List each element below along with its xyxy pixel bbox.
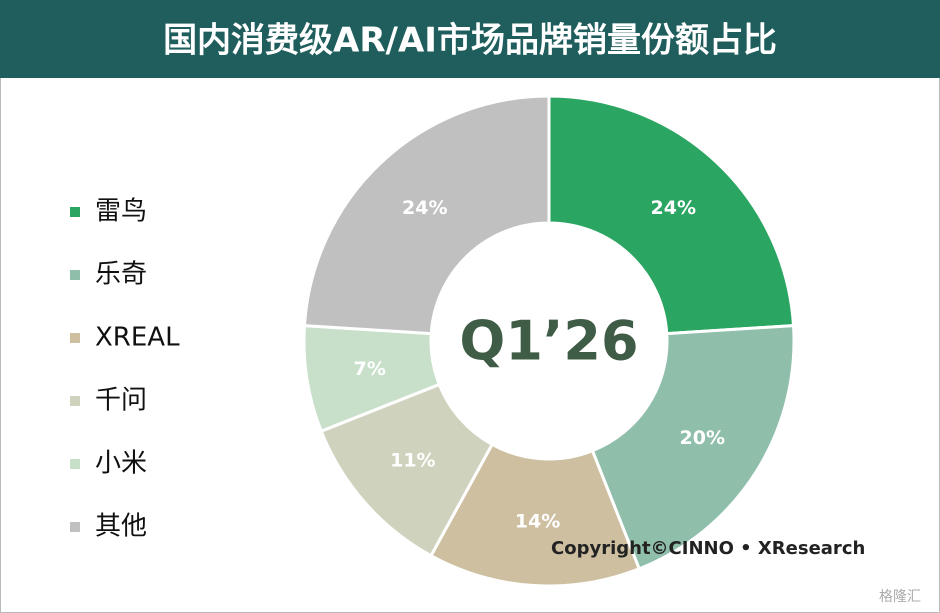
legend-label: 其他 [95, 512, 147, 542]
data-label: 11% [390, 450, 435, 472]
watermark: 格隆汇 [879, 589, 921, 605]
slice [302, 94, 551, 336]
data-label: 24% [402, 197, 447, 219]
legend-label: 小米 [95, 449, 147, 479]
data-label: 20% [680, 427, 725, 449]
chart-title: 国内消费级AR/AI市场品牌销量份额占比 [163, 21, 777, 61]
slice [590, 324, 796, 571]
legend-label: 乐奇 [95, 260, 147, 290]
slices [302, 94, 796, 588]
legend-swatch [70, 333, 80, 343]
legend-label: 千问 [95, 386, 147, 416]
legend-swatch [70, 396, 80, 406]
data-label: 7% [354, 358, 386, 380]
legend-label: XREAL [95, 323, 180, 353]
annotation: Copyright©CINNO • XResearch [551, 538, 865, 559]
slice [547, 94, 796, 336]
legend-swatch [70, 270, 80, 280]
legend-swatch [70, 522, 80, 532]
data-label: 14% [515, 511, 560, 533]
slice [428, 442, 642, 588]
data-label: 24% [651, 197, 696, 219]
legend-label: 雷鸟 [95, 197, 147, 227]
legend-swatch [70, 207, 80, 217]
legend-swatch [70, 459, 80, 469]
title-banner [0, 0, 940, 78]
center-label: Q1’26 [459, 310, 638, 373]
